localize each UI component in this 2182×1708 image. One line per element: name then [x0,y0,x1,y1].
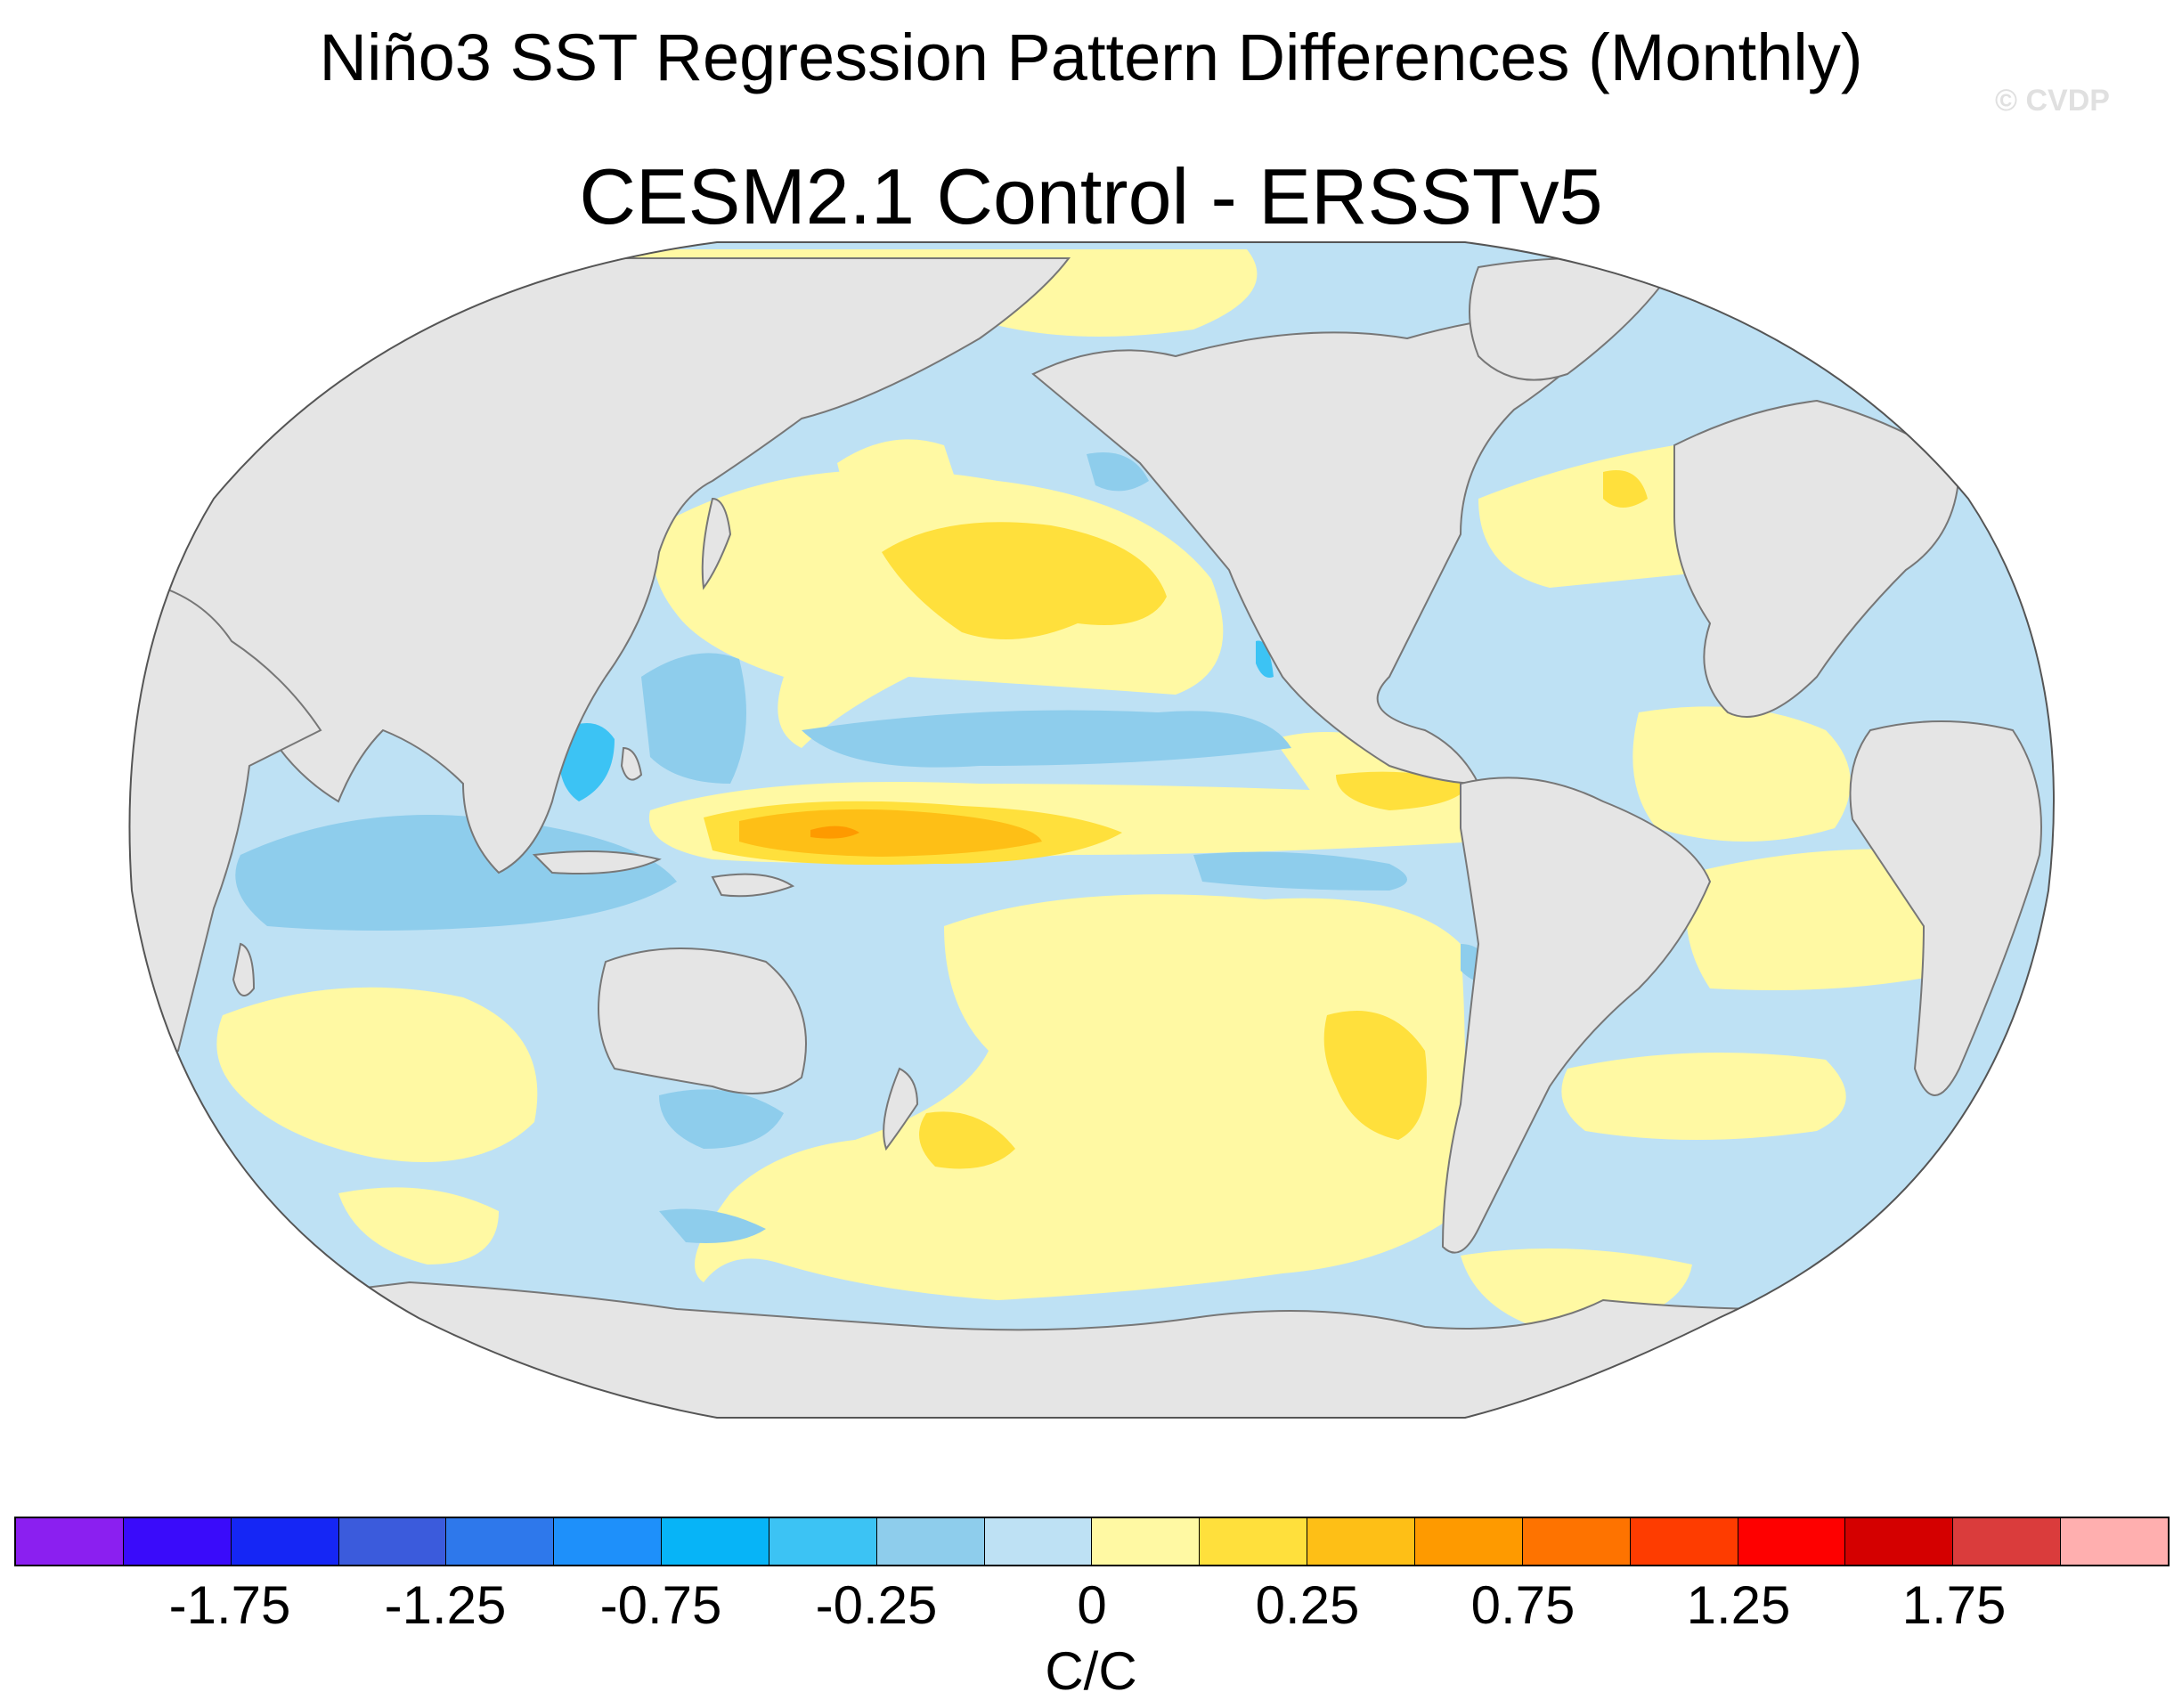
figure-title: Niño3 SST Regression Pattern Differences… [319,20,1863,94]
colorbar-units: C/C [1045,1641,1137,1701]
land-masses [129,257,2054,1418]
south-china-sea-cool [558,723,615,801]
colorbar-tick-label: -0.75 [599,1575,722,1635]
colorbar-swatch [662,1518,769,1565]
islands [232,497,795,996]
colorbar-swatch [876,1518,985,1565]
north-pacific-core [882,522,1167,639]
south-america-land [1441,777,1712,1254]
colorbar-swatch [1200,1518,1308,1565]
north-america-land [1031,313,1624,785]
colorbar-tick-label: 0.25 [1255,1575,1360,1635]
west-africa-land [1849,720,2042,1096]
colorbar-tick-label: 0 [1077,1575,1107,1635]
cvdp-watermark: © CVDP [1995,84,2110,118]
equatorial-max-core [810,826,859,839]
globe-outline [128,241,2055,1419]
colorbar-swatch [1092,1518,1201,1565]
philippines-islands [620,746,643,781]
south-pacific-yellow-core [1323,1011,1427,1140]
colorbar-swatch [1307,1518,1415,1565]
colorbar-tick-label: -1.25 [384,1575,507,1635]
colorbar-swatch [231,1518,339,1565]
south-of-australia-cool [659,1089,784,1149]
new-guinea [711,873,795,898]
colorbar-swatch [16,1518,124,1565]
japan-islands [701,497,732,590]
colorbar-swatch [984,1518,1093,1565]
north-atlantic-yellow-spot [1603,470,1648,508]
new-zealand-land [883,1067,919,1151]
positive-anomaly-strong [739,809,1042,857]
colorbar-tick-label: 1.75 [1901,1575,2007,1635]
east-pacific-yellow [1336,771,1470,810]
colorbar-swatch [769,1518,877,1565]
colorbar-tick-label: 1.25 [1686,1575,1791,1635]
madagascar [232,942,256,996]
california-coast-cool [1256,640,1274,678]
colorbar-swatch [1630,1518,1738,1565]
equatorial-orange-core [739,809,1042,857]
south-pacific-warm-region [695,894,1465,1300]
north-pacific-cool-band [802,710,1291,768]
colorbar-swatch [2061,1518,2168,1565]
colorbar-swatch [1953,1518,2062,1565]
colorbar-swatch [1738,1518,1846,1565]
colorbar-tick-label: -1.75 [168,1575,291,1635]
colorbar-swatch [1845,1518,1954,1565]
negative-anomaly-medium [235,452,1496,1243]
australia-land [598,948,807,1094]
east-equatorial-cool [1193,851,1407,891]
indonesia-islands [532,850,662,874]
negative-anomaly-strong [558,640,1274,801]
maritime-continent-cool [235,815,677,931]
colorbar-swatch [1414,1518,1523,1565]
southern-ocean-atlantic-warm [1561,1053,1846,1140]
southern-ocean-indian-warm [338,1187,499,1265]
colorbar-tick-label: -0.25 [815,1575,938,1635]
colorbar-swatch [123,1518,232,1565]
europe-land [1673,399,1961,718]
colorbar-swatch [338,1518,447,1565]
colorbar-swatch [1522,1518,1631,1565]
positive-anomaly-max [810,826,859,839]
colorbar-tick-label: 0.75 [1470,1575,1575,1635]
map-content [129,242,2054,1418]
tasman-yellow [919,1111,1015,1169]
alaska-cool [1087,452,1149,492]
colorbar-swatch [446,1518,555,1565]
colorbar-swatch [554,1518,663,1565]
tropical-atlantic-warm [1632,706,1851,842]
indian-ocean-southwest-warm [216,987,538,1162]
west-pacific-cool [641,653,746,784]
bering-warm [837,439,962,499]
figure-subtitle: CESM2.1 Control - ERSSTv5 [579,152,1603,240]
southern-ocean-pacific-cool [659,1208,766,1243]
colorbar [14,1517,2170,1566]
